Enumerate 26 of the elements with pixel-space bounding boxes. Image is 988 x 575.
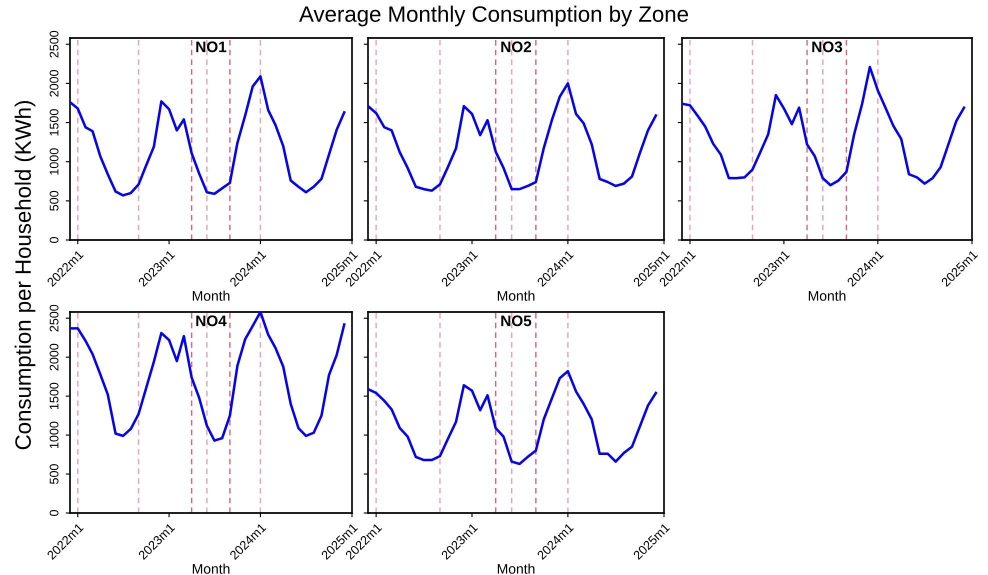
y-tick-label: 2500	[50, 304, 58, 332]
line-series	[70, 75, 346, 197]
x-axis-title: Month	[192, 290, 230, 301]
y-tick-label: 2000	[50, 344, 58, 370]
y-tick-label: 2000	[50, 70, 58, 97]
x-axis-title: Month	[808, 290, 846, 301]
chart-title: NO3	[812, 41, 842, 52]
line-series	[70, 312, 346, 442]
y-tick-label: 1000	[50, 148, 58, 175]
x-axis-title: Month	[192, 564, 230, 574]
y-tick-label: 1500	[50, 109, 58, 136]
y-tick-label: 2500	[50, 30, 58, 58]
y-tick-label: 0	[50, 237, 58, 243]
y-tick-label: 500	[50, 464, 58, 484]
y-tick-label: 1000	[50, 422, 58, 448]
y-tick-label: 1500	[50, 382, 58, 410]
y-tick-label: 500	[50, 190, 58, 211]
x-axis-title: Month	[498, 290, 534, 301]
text: Average Monthly Consumption by Zone	[299, 6, 688, 26]
y-tick-label: 0	[50, 510, 58, 516]
x-axis-title: Month	[498, 564, 534, 574]
chart-title: NO2	[501, 41, 532, 52]
chart-title: NO4	[196, 315, 227, 326]
chart-title: NO1	[196, 41, 226, 52]
y-axis-title: Consumption per Household (KWh)	[14, 100, 36, 450]
chart-title: NO5	[501, 315, 532, 326]
